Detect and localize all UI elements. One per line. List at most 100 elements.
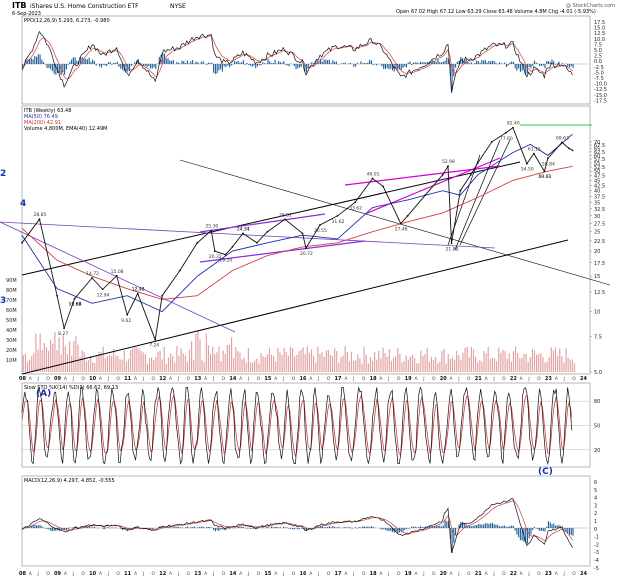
- price-point: [256, 242, 258, 244]
- price-annotation: 77.60: [500, 136, 513, 142]
- volume-bar: [300, 350, 301, 372]
- month-tick-label: J: [387, 571, 389, 577]
- price-annotation: 28.81: [279, 212, 292, 218]
- month-tick-label: A: [134, 376, 138, 382]
- macd-histogram-bar: [45, 528, 46, 529]
- ppo-histogram-bar: [494, 61, 495, 64]
- macd-histogram-bar: [210, 527, 211, 528]
- price-point: [179, 270, 181, 272]
- macd-histogram-bar: [476, 525, 477, 528]
- fan-line-3: [460, 140, 510, 245]
- macd-histogram-bar: [201, 527, 202, 528]
- ppo-histogram-bar: [75, 57, 76, 64]
- volume-bar: [94, 363, 95, 372]
- volume-bar: [155, 357, 156, 372]
- price-point: [372, 178, 374, 180]
- macd-histogram-bar: [539, 528, 540, 531]
- ppo-signal-line: [22, 36, 573, 79]
- volume-bar: [521, 358, 522, 372]
- ppo-histogram-bar: [483, 61, 484, 64]
- ppo-histogram-bar: [96, 64, 97, 66]
- price-point: [505, 132, 507, 134]
- month-tick-label: O: [81, 571, 85, 577]
- volume-bar: [105, 358, 106, 372]
- volume-bar: [143, 352, 144, 372]
- volume-bar: [425, 354, 426, 372]
- price-line: [22, 128, 573, 340]
- ppo-histogram-bar: [38, 54, 39, 64]
- macd-histogram-bar: [40, 525, 41, 528]
- volume-bar: [515, 347, 516, 372]
- year-tick-label: 16: [299, 376, 306, 382]
- volume-tick-label: 70M: [6, 298, 17, 304]
- volume-bar: [214, 354, 215, 372]
- month-tick-label: J: [72, 376, 74, 382]
- macd-histogram-bar: [274, 527, 275, 528]
- ppo-histogram-bar: [278, 61, 279, 64]
- ppo-histogram-bar: [306, 64, 307, 72]
- macd-histogram-bar: [550, 522, 551, 528]
- ppo-histogram-bar: [176, 62, 177, 64]
- volume-bar: [391, 361, 392, 372]
- volume-bar: [452, 358, 453, 372]
- month-tick-label: J: [317, 571, 319, 577]
- ppo-histogram-bar: [295, 64, 296, 69]
- ppo-histogram-bar: [269, 61, 270, 64]
- ppo-histogram-bar: [401, 64, 402, 70]
- month-tick-label: O: [467, 376, 471, 382]
- volume-bar: [315, 363, 316, 372]
- ppo-histogram-bar: [68, 64, 69, 65]
- ppo-histogram-bar: [404, 64, 405, 67]
- price-annotation: 21.88: [446, 246, 459, 252]
- ppo-histogram-bar: [553, 61, 554, 64]
- volume-bar: [385, 353, 386, 372]
- price-tick-label: 32.5: [594, 207, 605, 213]
- volume-bar: [294, 357, 295, 372]
- macd-histogram-bar: [530, 528, 531, 534]
- volume-bar: [202, 360, 203, 372]
- year-tick-label: 22: [510, 571, 517, 577]
- volume-bar: [532, 349, 533, 372]
- macd-histogram-bar: [487, 523, 488, 528]
- macd-histogram-bar: [192, 527, 193, 528]
- ppo-histogram-bar: [171, 61, 172, 64]
- volume-bar: [267, 354, 268, 372]
- macd-tick-label: -5: [594, 566, 599, 572]
- volume-bar: [80, 357, 81, 372]
- volume-bar: [464, 348, 465, 372]
- price-point: [63, 327, 65, 329]
- macd-tick-label: 5: [594, 488, 597, 494]
- ppo-histogram-bar: [76, 61, 77, 64]
- volume-bar: [27, 362, 28, 372]
- price-tick-label: 22.5: [594, 239, 605, 245]
- volume-bar: [235, 347, 236, 372]
- volume-bar: [90, 356, 91, 372]
- volume-bar: [290, 347, 291, 372]
- ppo-histogram-bar: [327, 60, 328, 64]
- year-tick-label: 09: [54, 571, 61, 577]
- exchange: NYSE: [170, 3, 186, 10]
- price-point: [284, 218, 286, 220]
- price-annotation: 28.85: [34, 212, 47, 218]
- volume-bar: [52, 344, 53, 372]
- purple-trendline-2: [0, 222, 495, 248]
- price-annotation: 50.01: [538, 174, 551, 180]
- macd-histogram-bar: [371, 526, 372, 528]
- month-tick-label: A: [239, 376, 243, 382]
- volume-bar: [124, 351, 125, 372]
- macd-histogram-bar: [288, 528, 289, 529]
- volume-bar: [191, 341, 192, 372]
- macd-histogram-bar: [367, 526, 368, 528]
- macd-histogram-bar: [481, 525, 482, 528]
- macd-histogram-bar: [381, 528, 382, 530]
- ppo-histogram-bar: [562, 63, 563, 64]
- macd-histogram-bar: [108, 527, 109, 528]
- ppo-histogram-bar: [332, 60, 333, 64]
- volume-bar: [364, 347, 365, 372]
- month-tick-label: J: [527, 376, 529, 382]
- month-tick-label: A: [29, 571, 33, 577]
- price-annotation: 15.08: [111, 269, 124, 275]
- volume-bar: [380, 359, 381, 372]
- volume-bar: [187, 362, 188, 372]
